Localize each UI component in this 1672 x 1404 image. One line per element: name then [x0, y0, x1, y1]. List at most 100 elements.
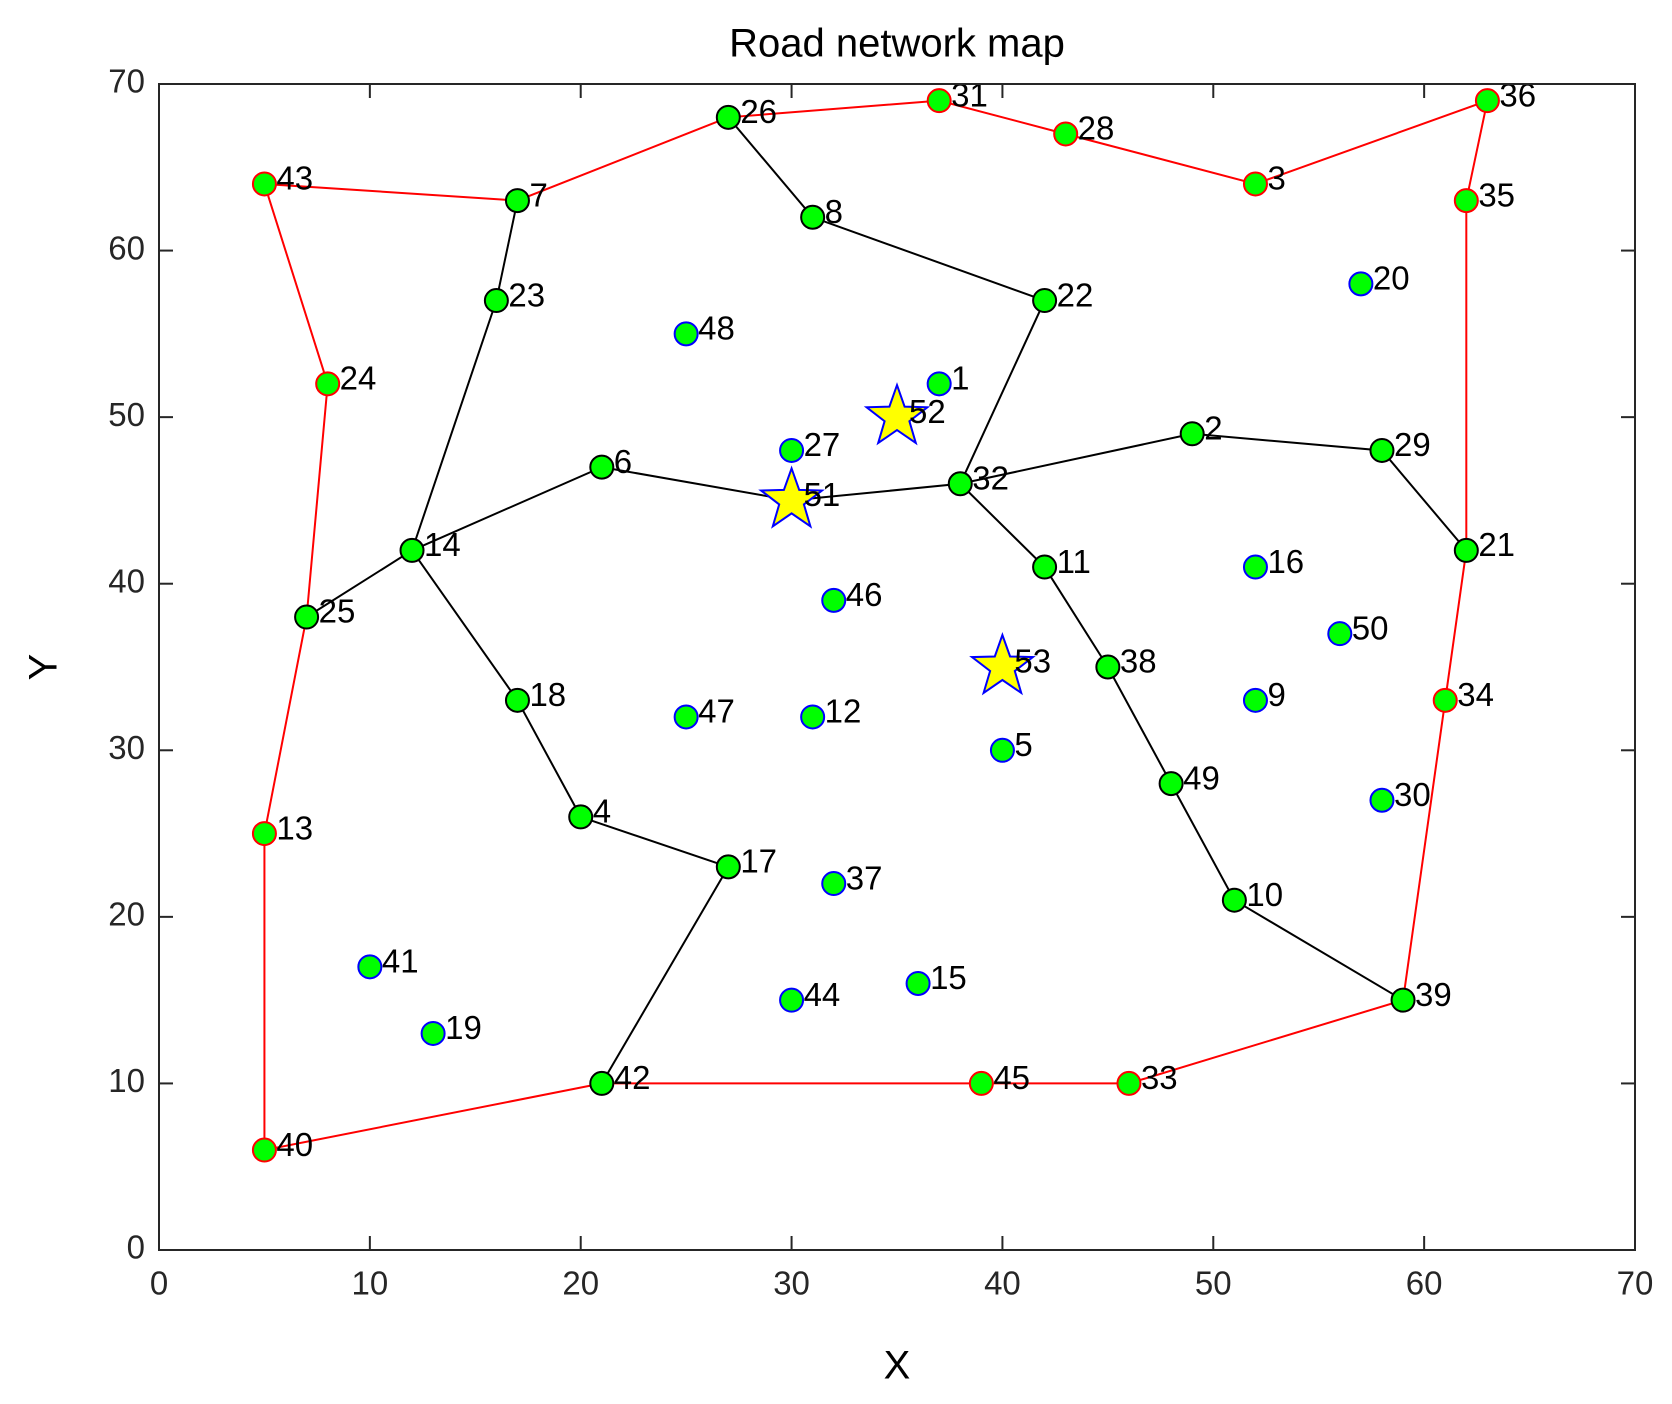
x-axis-label: X — [884, 1344, 911, 1388]
node-label: 16 — [1267, 543, 1304, 580]
node — [1453, 537, 1479, 563]
node-label: 48 — [698, 310, 735, 347]
node — [821, 587, 847, 613]
edges — [263, 99, 1489, 1152]
node-label: 15 — [930, 959, 967, 996]
node-label: 12 — [825, 693, 862, 730]
node-label: 9 — [1267, 676, 1285, 713]
node-label: 23 — [508, 276, 545, 313]
star-node — [969, 632, 1036, 696]
y-tick-label: 40 — [108, 562, 145, 599]
node-label: 35 — [1478, 176, 1515, 213]
star-node — [758, 465, 825, 529]
node-label: 39 — [1415, 976, 1452, 1013]
star-node — [863, 382, 931, 446]
node — [294, 604, 320, 630]
node-label: 17 — [740, 843, 777, 880]
x-tick-label: 50 — [1195, 1265, 1232, 1302]
x-tick-label: 10 — [351, 1265, 388, 1302]
node-label: 5 — [1014, 726, 1032, 763]
node — [1221, 887, 1247, 913]
node — [800, 204, 826, 230]
node-label: 22 — [1057, 276, 1094, 313]
node — [483, 288, 509, 314]
node-label: 52 — [909, 393, 946, 430]
node — [1158, 771, 1184, 797]
node — [589, 1070, 615, 1096]
node — [968, 1070, 994, 1096]
x-tick-label: 30 — [773, 1265, 810, 1302]
node — [715, 104, 741, 130]
node — [315, 371, 341, 397]
node-label: 6 — [614, 443, 632, 480]
node — [568, 804, 594, 830]
y-axis-label: Y — [22, 654, 66, 681]
y-tick-label: 50 — [108, 396, 145, 433]
node-label: 30 — [1394, 776, 1431, 813]
node — [926, 371, 952, 397]
node — [1369, 787, 1395, 813]
node-label: 28 — [1078, 110, 1115, 147]
node — [1116, 1070, 1142, 1096]
x-tick-label: 0 — [150, 1265, 168, 1302]
node — [926, 88, 952, 114]
y-tick-label: 10 — [108, 1062, 145, 1099]
x-tick-label: 20 — [562, 1265, 599, 1302]
node — [821, 871, 847, 897]
node-label: 1 — [951, 360, 969, 397]
y-tick-label: 20 — [108, 896, 145, 933]
road — [263, 99, 1489, 1152]
node — [399, 537, 425, 563]
node-label: 25 — [319, 593, 356, 630]
node-label: 14 — [424, 526, 461, 563]
node-label: 45 — [993, 1059, 1030, 1096]
y-tick-label: 0 — [127, 1229, 145, 1266]
node-label: 36 — [1499, 76, 1536, 113]
node-label: 3 — [1267, 160, 1285, 197]
node — [989, 737, 1015, 763]
plot-frame — [158, 83, 1636, 1251]
node — [1242, 687, 1268, 713]
node — [1432, 687, 1458, 713]
node — [251, 821, 277, 847]
node — [1032, 554, 1058, 580]
node — [1390, 987, 1416, 1013]
node — [504, 687, 530, 713]
node — [779, 437, 805, 463]
node — [1327, 621, 1353, 647]
node-label: 31 — [951, 76, 988, 113]
node — [715, 854, 741, 880]
node-label: 50 — [1352, 609, 1389, 646]
node — [1095, 654, 1121, 680]
x-tick-label: 60 — [1406, 1265, 1443, 1302]
node-label: 13 — [276, 809, 313, 846]
node — [1032, 288, 1058, 314]
node — [673, 321, 699, 347]
x-tick-label: 70 — [1617, 1265, 1654, 1302]
node-label: 38 — [1120, 643, 1157, 680]
node — [673, 704, 699, 730]
node-label: 19 — [445, 1009, 482, 1046]
node — [357, 954, 383, 980]
node — [1474, 88, 1500, 114]
node-label: 11 — [1057, 543, 1091, 580]
node — [504, 188, 530, 214]
node-label: 53 — [1014, 643, 1051, 680]
node-label: 51 — [804, 476, 841, 513]
node-label: 8 — [825, 193, 843, 230]
node — [1453, 188, 1479, 214]
node — [905, 970, 931, 996]
node-label: 2 — [1204, 410, 1222, 447]
node-label: 42 — [614, 1059, 651, 1096]
node-label: 40 — [276, 1126, 313, 1163]
node — [1369, 437, 1395, 463]
node-label: 27 — [804, 426, 841, 463]
y-tick-label: 70 — [108, 63, 145, 100]
node-label: 37 — [846, 859, 883, 896]
node-label: 43 — [276, 160, 313, 197]
node-label: 32 — [972, 459, 1009, 496]
node — [420, 1020, 446, 1046]
node-label: 18 — [529, 676, 566, 713]
node-label: 49 — [1183, 759, 1220, 796]
